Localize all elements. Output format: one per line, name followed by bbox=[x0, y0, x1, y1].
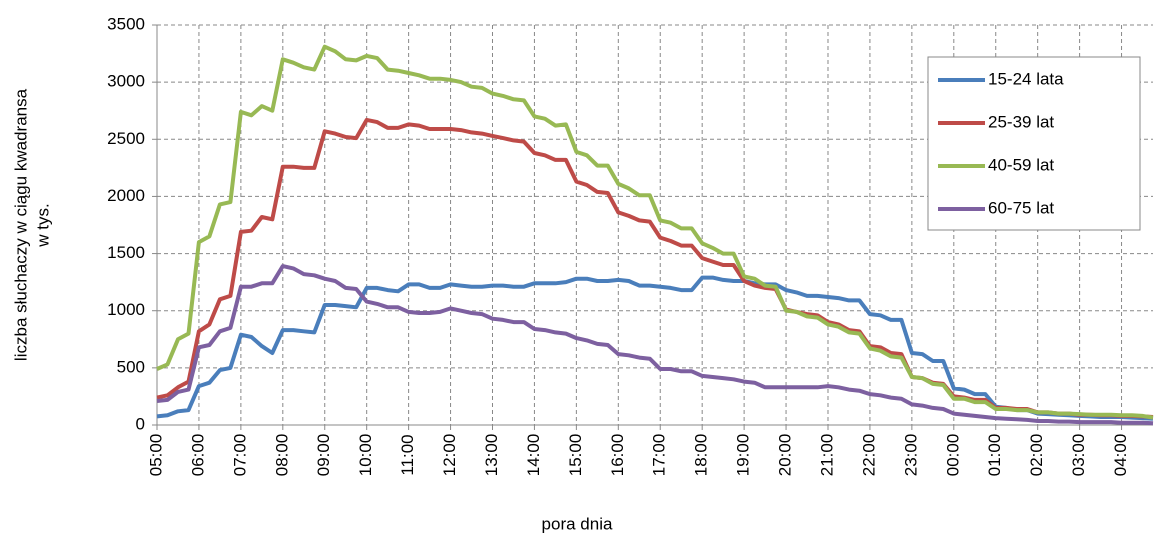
y-tick-label: 1500 bbox=[107, 243, 145, 262]
x-tick-label: 03:00 bbox=[1069, 434, 1088, 477]
y-tick-label: 3500 bbox=[107, 14, 145, 33]
x-tick-label: 17:00 bbox=[650, 434, 669, 477]
legend-label: 40-59 lat bbox=[988, 155, 1054, 174]
y-tick-label: 1000 bbox=[107, 300, 145, 319]
legend-label: 15-24 lata bbox=[988, 69, 1064, 88]
x-tick-label: 22:00 bbox=[859, 434, 878, 477]
x-tick-label: 07:00 bbox=[230, 434, 249, 477]
legend-label: 60-75 lat bbox=[988, 198, 1054, 217]
x-tick-label: 18:00 bbox=[692, 434, 711, 477]
x-axis-label: pora dnia bbox=[542, 514, 613, 533]
x-tick-label: 00:00 bbox=[943, 434, 962, 477]
x-tick-label: 21:00 bbox=[817, 434, 836, 477]
x-tick-label: 19:00 bbox=[734, 434, 753, 477]
legend-label: 25-39 lat bbox=[988, 112, 1054, 131]
x-tick-label: 02:00 bbox=[1027, 434, 1046, 477]
x-tick-label: 14:00 bbox=[524, 434, 543, 477]
x-tick-label: 06:00 bbox=[188, 434, 207, 477]
x-tick-label: 11:00 bbox=[398, 434, 417, 475]
series-line bbox=[156, 264, 1154, 426]
x-tick-label: 23:00 bbox=[901, 434, 920, 477]
x-tick-label: 10:00 bbox=[356, 434, 375, 477]
series-line bbox=[156, 275, 1154, 421]
y-tick-label: 500 bbox=[117, 357, 145, 376]
x-tick-label: 12:00 bbox=[440, 434, 459, 477]
y-axis-label: w tys. bbox=[33, 203, 52, 247]
y-axis-label: liczba słuchaczy w ciągu kwadransa bbox=[11, 88, 30, 361]
x-tick-label: 04:00 bbox=[1111, 434, 1130, 477]
x-tick-label: 20:00 bbox=[776, 434, 795, 477]
y-tick-label: 2500 bbox=[107, 129, 145, 148]
x-tick-label: 01:00 bbox=[985, 434, 1004, 477]
x-tick-label: 15:00 bbox=[566, 434, 585, 477]
y-tick-label: 2000 bbox=[107, 186, 145, 205]
x-tick-label: 16:00 bbox=[608, 434, 627, 477]
legend-box bbox=[927, 56, 1141, 231]
x-tick-label: 05:00 bbox=[146, 434, 165, 477]
x-tick-label: 09:00 bbox=[314, 434, 333, 477]
y-tick-label: 3000 bbox=[107, 72, 145, 91]
x-tick-label: 13:00 bbox=[482, 434, 501, 477]
x-tick-label: 08:00 bbox=[272, 434, 291, 477]
y-tick-label: 0 bbox=[136, 414, 145, 433]
series-line bbox=[156, 44, 1154, 420]
